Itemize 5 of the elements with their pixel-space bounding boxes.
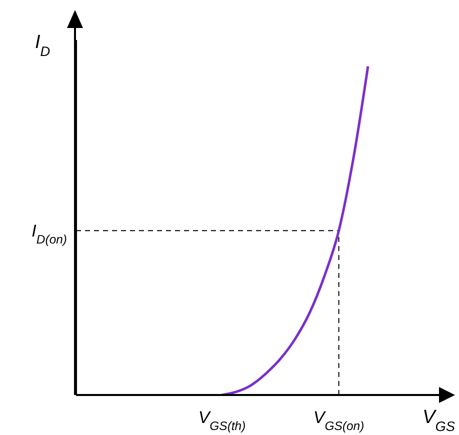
ref-line-label: I$_{D(on)}$ — [32, 222, 67, 247]
x-axis-title: V$_{GS}$ — [422, 407, 455, 434]
y-axis-title: I$_{D}$ — [35, 32, 50, 58]
x-tick-label: V$_{GS(th)}$ — [198, 408, 246, 433]
x-tick-label: V$_{GS(on)}$ — [313, 408, 364, 433]
